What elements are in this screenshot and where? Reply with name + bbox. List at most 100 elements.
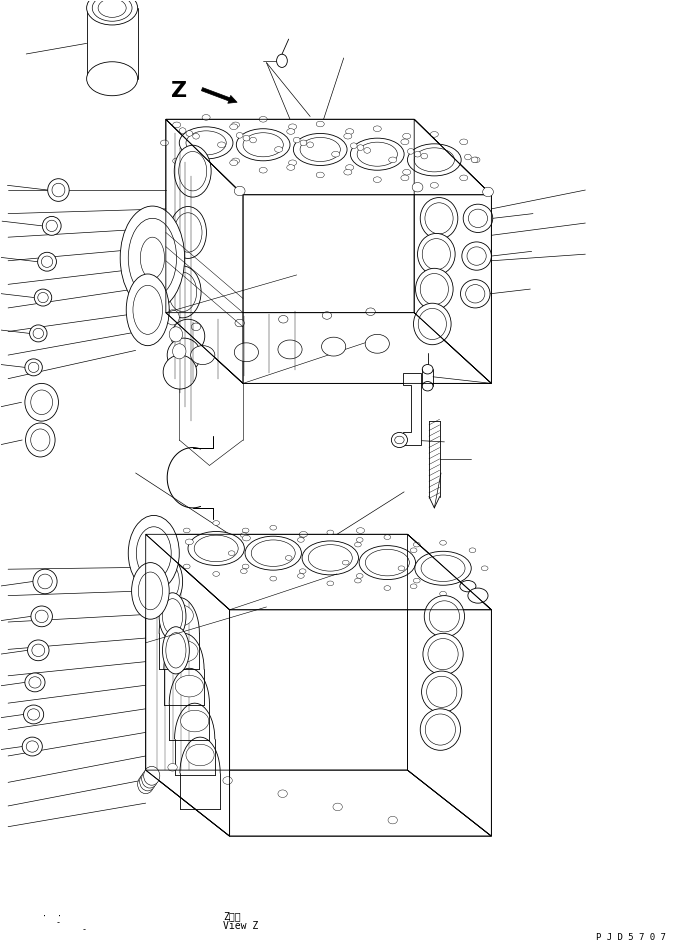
Ellipse shape [414, 304, 451, 344]
Ellipse shape [415, 148, 454, 172]
Ellipse shape [412, 183, 423, 192]
Ellipse shape [460, 175, 468, 181]
Ellipse shape [22, 737, 42, 756]
Ellipse shape [41, 256, 53, 268]
Ellipse shape [186, 745, 214, 765]
Ellipse shape [120, 206, 185, 310]
Polygon shape [408, 534, 491, 836]
Ellipse shape [468, 209, 487, 228]
Ellipse shape [92, 0, 132, 21]
Ellipse shape [365, 334, 390, 353]
Ellipse shape [350, 143, 357, 149]
Ellipse shape [186, 131, 226, 155]
Ellipse shape [142, 769, 158, 788]
Ellipse shape [293, 137, 300, 143]
Ellipse shape [137, 775, 154, 794]
Ellipse shape [33, 328, 44, 339]
Ellipse shape [428, 639, 458, 670]
Ellipse shape [468, 588, 488, 604]
Ellipse shape [355, 578, 361, 583]
Ellipse shape [355, 542, 361, 547]
Ellipse shape [162, 599, 183, 634]
Ellipse shape [402, 133, 410, 139]
Ellipse shape [357, 573, 363, 578]
Ellipse shape [469, 584, 476, 588]
Ellipse shape [395, 436, 404, 444]
Ellipse shape [357, 537, 363, 542]
Polygon shape [403, 373, 421, 445]
Ellipse shape [131, 563, 169, 620]
Ellipse shape [344, 169, 352, 175]
Text: -: - [82, 925, 87, 934]
Text: Z　視: Z 視 [223, 911, 241, 921]
Ellipse shape [231, 158, 239, 164]
Ellipse shape [425, 560, 432, 565]
Ellipse shape [170, 206, 206, 258]
Ellipse shape [357, 528, 365, 534]
Ellipse shape [185, 539, 193, 545]
Ellipse shape [166, 310, 179, 324]
Ellipse shape [193, 133, 200, 139]
Ellipse shape [439, 591, 446, 596]
Ellipse shape [32, 644, 44, 657]
Ellipse shape [167, 338, 201, 372]
Ellipse shape [30, 324, 47, 342]
Ellipse shape [188, 532, 245, 566]
Ellipse shape [128, 219, 177, 298]
Ellipse shape [364, 148, 371, 153]
Ellipse shape [346, 129, 354, 134]
Ellipse shape [174, 146, 211, 197]
Text: Z: Z [171, 81, 187, 101]
Ellipse shape [471, 157, 478, 163]
Ellipse shape [410, 548, 417, 552]
Ellipse shape [420, 273, 448, 305]
Ellipse shape [421, 153, 427, 159]
Ellipse shape [419, 308, 446, 340]
Ellipse shape [194, 535, 238, 562]
Ellipse shape [357, 142, 398, 166]
Ellipse shape [466, 285, 485, 303]
Ellipse shape [401, 175, 409, 181]
Ellipse shape [321, 337, 346, 356]
Ellipse shape [463, 204, 493, 233]
Ellipse shape [332, 151, 340, 157]
Ellipse shape [98, 0, 126, 17]
Ellipse shape [243, 135, 250, 141]
Ellipse shape [415, 151, 423, 157]
Polygon shape [146, 534, 230, 836]
Ellipse shape [430, 131, 438, 137]
Ellipse shape [237, 132, 243, 138]
Ellipse shape [300, 137, 340, 162]
Ellipse shape [243, 535, 251, 541]
Ellipse shape [28, 639, 49, 660]
Ellipse shape [171, 546, 178, 551]
Ellipse shape [213, 571, 220, 576]
Ellipse shape [300, 140, 307, 146]
Ellipse shape [38, 292, 49, 303]
Ellipse shape [34, 289, 52, 307]
Ellipse shape [28, 709, 40, 720]
Ellipse shape [430, 183, 438, 188]
Ellipse shape [168, 272, 197, 311]
Ellipse shape [301, 142, 309, 148]
Ellipse shape [285, 555, 292, 560]
Ellipse shape [384, 534, 391, 539]
Ellipse shape [174, 213, 202, 253]
Ellipse shape [138, 572, 162, 610]
Ellipse shape [469, 548, 476, 552]
Ellipse shape [202, 114, 210, 120]
Ellipse shape [297, 573, 304, 578]
Ellipse shape [288, 160, 297, 166]
Ellipse shape [420, 198, 458, 239]
Ellipse shape [307, 142, 313, 148]
Ellipse shape [52, 184, 65, 197]
Text: -: - [55, 919, 60, 927]
Ellipse shape [242, 528, 249, 533]
Ellipse shape [369, 555, 375, 560]
Ellipse shape [223, 777, 233, 784]
Polygon shape [166, 119, 243, 383]
Ellipse shape [46, 220, 57, 232]
Ellipse shape [228, 551, 235, 555]
Ellipse shape [179, 128, 186, 133]
Ellipse shape [231, 122, 239, 128]
